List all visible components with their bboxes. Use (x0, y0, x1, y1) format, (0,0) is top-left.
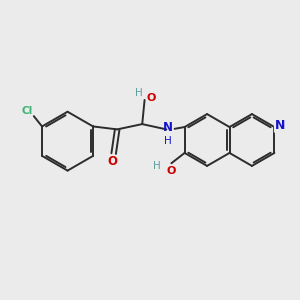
Text: H: H (135, 88, 142, 98)
Text: N: N (274, 119, 285, 132)
Text: O: O (166, 166, 176, 176)
Text: O: O (146, 93, 156, 103)
Text: O: O (107, 155, 117, 168)
Text: N: N (163, 122, 173, 134)
Text: Cl: Cl (22, 106, 33, 116)
Text: H: H (153, 160, 161, 171)
Text: H: H (164, 136, 172, 146)
